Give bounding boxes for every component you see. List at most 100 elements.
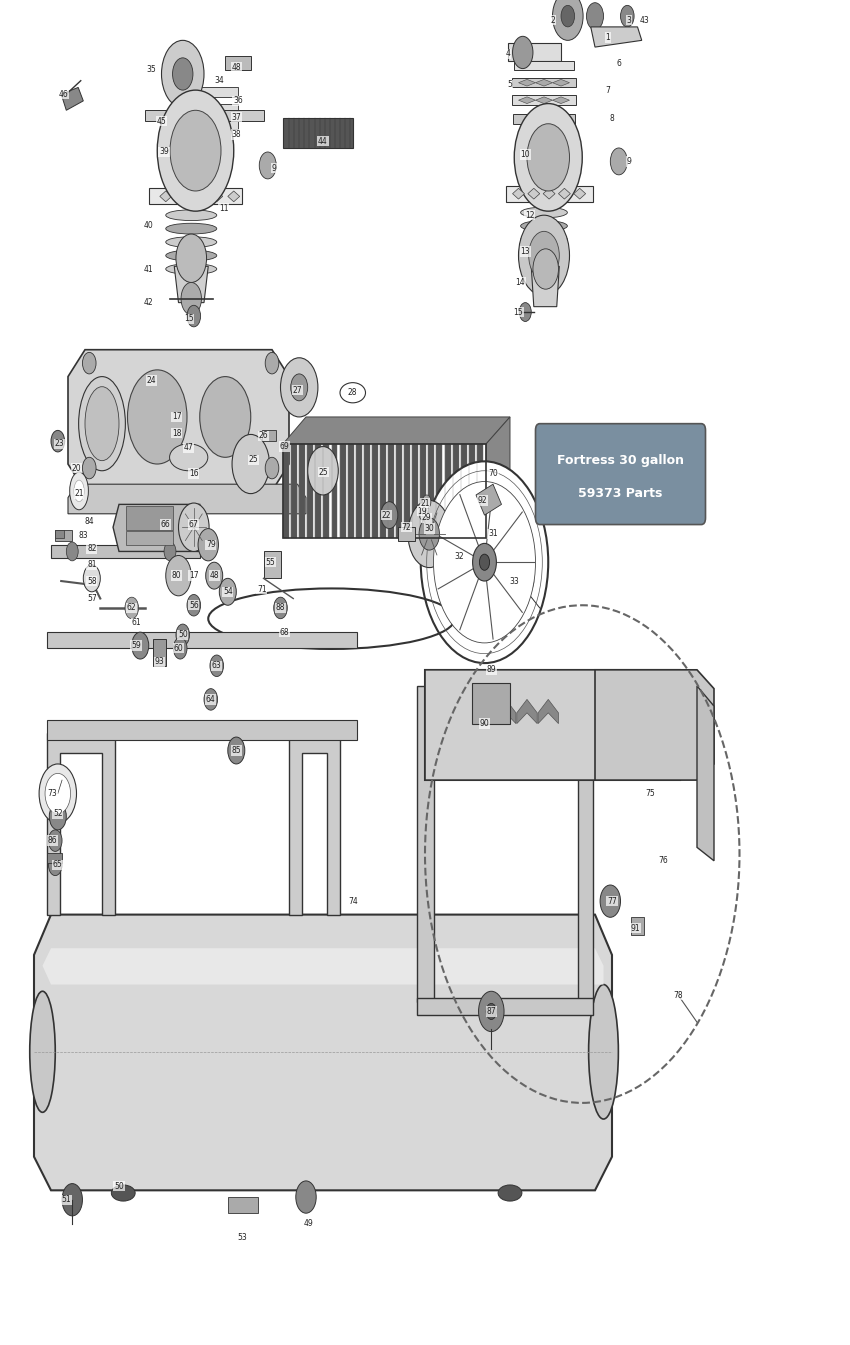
Circle shape xyxy=(166,555,191,596)
Text: 83: 83 xyxy=(78,531,88,539)
Ellipse shape xyxy=(166,210,217,221)
Text: 2: 2 xyxy=(550,16,555,24)
Circle shape xyxy=(204,689,218,710)
Circle shape xyxy=(39,764,76,823)
Polygon shape xyxy=(113,504,206,551)
Polygon shape xyxy=(591,27,642,47)
Polygon shape xyxy=(486,417,510,538)
Text: 81: 81 xyxy=(87,561,97,569)
Polygon shape xyxy=(47,632,357,648)
Polygon shape xyxy=(543,188,555,199)
Polygon shape xyxy=(405,444,411,538)
Text: 65: 65 xyxy=(53,861,63,869)
Circle shape xyxy=(51,430,65,452)
Polygon shape xyxy=(160,191,172,202)
Text: 14: 14 xyxy=(515,278,525,286)
Polygon shape xyxy=(578,686,593,1002)
Text: 4: 4 xyxy=(506,50,511,58)
Polygon shape xyxy=(315,444,321,538)
Ellipse shape xyxy=(85,387,119,460)
Text: 15: 15 xyxy=(513,308,524,316)
Text: 71: 71 xyxy=(257,585,267,593)
Text: 78: 78 xyxy=(673,991,683,999)
Text: 93: 93 xyxy=(155,658,165,666)
Polygon shape xyxy=(144,110,264,121)
Ellipse shape xyxy=(340,383,366,404)
Text: 25: 25 xyxy=(318,468,328,476)
Text: 40: 40 xyxy=(144,222,154,230)
Polygon shape xyxy=(574,188,586,199)
Polygon shape xyxy=(412,444,418,538)
Circle shape xyxy=(45,773,71,814)
Polygon shape xyxy=(512,78,576,87)
Text: 23: 23 xyxy=(54,440,65,448)
Text: 35: 35 xyxy=(146,66,156,74)
Polygon shape xyxy=(425,670,680,780)
Polygon shape xyxy=(595,670,714,780)
Text: 19: 19 xyxy=(417,507,428,515)
Polygon shape xyxy=(536,97,552,104)
Circle shape xyxy=(419,518,439,550)
Circle shape xyxy=(422,495,431,508)
Polygon shape xyxy=(437,444,443,538)
Text: 31: 31 xyxy=(488,530,498,538)
Text: 33: 33 xyxy=(509,577,519,585)
Polygon shape xyxy=(264,551,280,578)
Ellipse shape xyxy=(520,221,568,231)
Circle shape xyxy=(132,632,149,659)
Ellipse shape xyxy=(166,264,217,274)
Circle shape xyxy=(162,40,204,108)
Polygon shape xyxy=(68,350,289,491)
Text: 73: 73 xyxy=(48,790,58,798)
Text: 69: 69 xyxy=(280,443,290,451)
Text: 86: 86 xyxy=(48,837,58,845)
Text: 48: 48 xyxy=(209,572,219,580)
Text: 61: 61 xyxy=(131,619,141,627)
Bar xyxy=(472,683,510,724)
Bar xyxy=(55,530,72,541)
Polygon shape xyxy=(552,97,570,104)
Text: 77: 77 xyxy=(607,897,617,905)
Text: 12: 12 xyxy=(524,211,535,219)
Ellipse shape xyxy=(70,472,88,510)
Text: 84: 84 xyxy=(84,518,94,526)
Polygon shape xyxy=(518,97,536,104)
Circle shape xyxy=(561,5,575,27)
Ellipse shape xyxy=(166,237,217,247)
Text: 25: 25 xyxy=(248,456,258,464)
Circle shape xyxy=(381,502,398,529)
Text: 88: 88 xyxy=(275,604,286,612)
Bar xyxy=(153,639,166,666)
Polygon shape xyxy=(170,104,238,113)
Circle shape xyxy=(518,215,570,296)
Polygon shape xyxy=(461,444,467,538)
Bar xyxy=(126,531,173,545)
Text: 36: 36 xyxy=(233,97,243,105)
Ellipse shape xyxy=(520,261,568,272)
Polygon shape xyxy=(291,444,298,538)
Text: 90: 90 xyxy=(479,720,490,728)
Bar xyxy=(47,853,62,863)
Circle shape xyxy=(164,542,176,561)
Ellipse shape xyxy=(169,444,207,471)
Circle shape xyxy=(176,624,190,646)
Circle shape xyxy=(187,594,201,616)
Circle shape xyxy=(125,597,139,619)
Polygon shape xyxy=(299,444,305,538)
Polygon shape xyxy=(262,430,276,441)
Polygon shape xyxy=(348,444,354,538)
Polygon shape xyxy=(355,444,362,538)
Polygon shape xyxy=(34,915,612,1190)
Text: 50: 50 xyxy=(178,631,188,639)
Polygon shape xyxy=(631,917,644,935)
Circle shape xyxy=(157,90,234,211)
Circle shape xyxy=(296,1181,316,1213)
Ellipse shape xyxy=(74,480,84,502)
Polygon shape xyxy=(47,733,115,915)
Text: 17: 17 xyxy=(189,572,199,580)
Circle shape xyxy=(259,152,276,179)
Ellipse shape xyxy=(520,234,568,245)
Polygon shape xyxy=(558,188,570,199)
Polygon shape xyxy=(428,444,434,538)
Bar xyxy=(55,530,64,538)
